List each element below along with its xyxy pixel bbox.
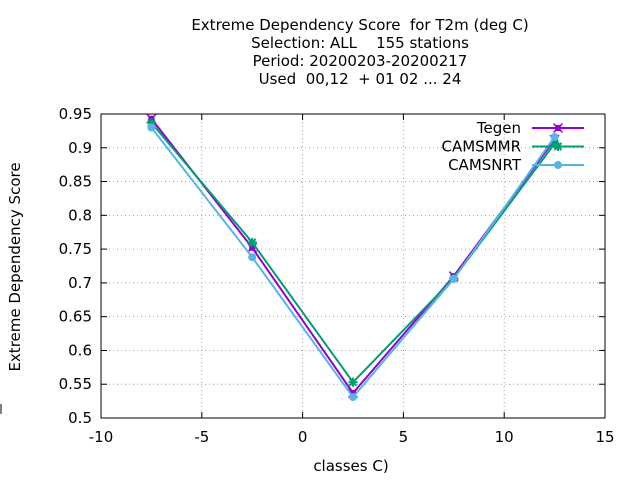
y-axis-label: Extreme Dependency Score — [6, 162, 24, 371]
data-point-camsnrt — [248, 253, 257, 262]
y-tick-label: 0.5 — [68, 409, 92, 427]
legend-marker — [554, 161, 562, 169]
y-tick-label: 0.7 — [68, 274, 92, 292]
x-axis-label: classes C) — [313, 457, 388, 475]
legend-marker — [553, 142, 563, 151]
y-tick-label: 0.6 — [68, 341, 92, 359]
legend-marker — [552, 122, 564, 134]
data-point-camsmmr — [247, 237, 257, 247]
data-point-camsmmr — [348, 377, 358, 387]
y-tick-label: 0.95 — [59, 105, 92, 123]
y-tick-label: 0.9 — [68, 139, 92, 157]
y-tick-label: 0.55 — [59, 375, 92, 393]
title-line: Period: 20200203-20200217 — [252, 52, 468, 70]
legend-label: CAMSMMR — [441, 138, 521, 156]
y-tick-label: 0.75 — [59, 240, 92, 258]
x-tick-label: -10 — [89, 428, 114, 446]
y-tick-label: 0.8 — [68, 206, 92, 224]
y-tick-label: 0.65 — [59, 308, 92, 326]
data-point-camsnrt — [349, 393, 357, 402]
x-tick-label: 5 — [399, 428, 409, 446]
data-point-camsnrt — [147, 123, 156, 132]
x-tick-label: 10 — [495, 428, 514, 446]
title-line: Selection: ALL 155 stations — [251, 34, 469, 52]
title-line: Extreme Dependency Score for T2m (deg C) — [191, 16, 529, 34]
plot-frame — [100, 113, 606, 419]
data-point-camsnrt — [550, 132, 559, 141]
y-tick-label: 0.85 — [59, 173, 92, 191]
x-tick-label: 0 — [298, 428, 308, 446]
data-point-camsnrt — [449, 274, 458, 283]
title-line: Used 00,12 + 01 02 ... 24 — [258, 70, 462, 88]
x-tick-label: 15 — [595, 428, 614, 446]
legend-label: Tegen — [476, 119, 521, 137]
x-tick-label: -5 — [194, 428, 209, 446]
legend-label: CAMSNRT — [448, 156, 522, 174]
